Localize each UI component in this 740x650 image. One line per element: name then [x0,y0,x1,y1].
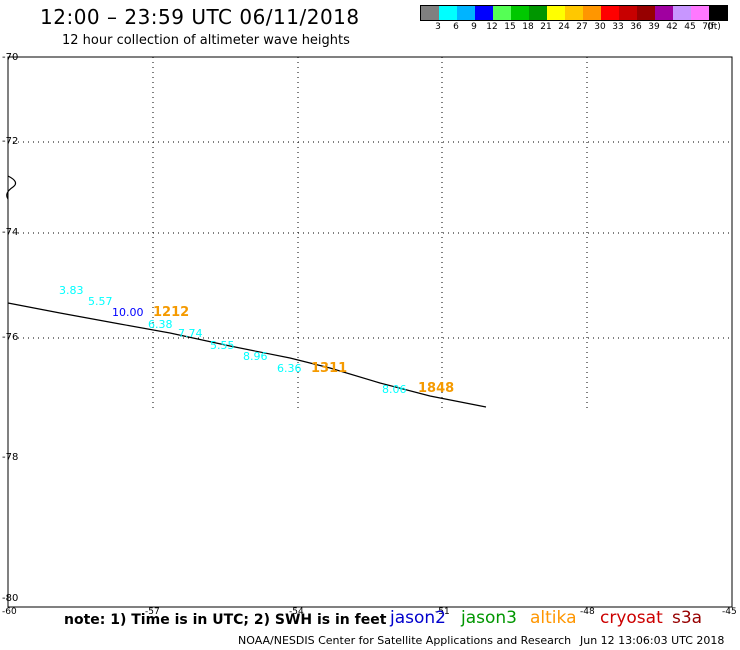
legend-label: 6 [453,22,459,32]
swh-label: 8.96 [243,350,268,363]
lon-label: -60 [2,607,17,617]
lat-label: -74 [2,227,19,238]
coastline [6,175,17,200]
satellite-track [7,302,487,408]
swh-label: 10.00 [112,306,144,319]
swh-label: 8.06 [382,383,407,396]
legend-label: 21 [540,22,552,32]
swh-label: 7.74 [178,327,203,340]
lon-label: -48 [580,607,595,617]
legend-swatch [457,6,475,20]
page-subtitle: 12 hour collection of altimeter wave hei… [62,33,350,48]
lon-label: -54 [289,607,304,617]
lat-label: -72 [2,136,19,147]
satellite-jason3: jason3 [461,608,517,628]
units-note: note: 1) Time is in UTC; 2) SWH is in fe… [64,612,387,628]
legend-label: 45 [684,22,696,32]
swh-label: 5.57 [88,295,113,308]
color-scale-labels: 3 6 9 12 15 18 21 24 27 30 33 36 39 42 45 70 (ft) [420,22,740,34]
lat-label: -76 [2,332,19,343]
satellite-s3a: s3a [672,608,703,628]
time-label: 1311 [311,361,348,376]
color-scale-legend [420,5,728,21]
legend-swatch [673,6,691,20]
legend-swatch [493,6,511,20]
legend-swatch [691,6,709,20]
legend-swatch [601,6,619,20]
legend-label: 36 [630,22,642,32]
credit-line: NOAA/NESDIS Center for Satellite Applica… [238,634,572,647]
legend-label: 70 [702,22,714,32]
legend-label: 42 [666,22,678,32]
legend-label: 18 [522,22,534,32]
satellite-cryosat: cryosat [600,608,663,628]
page-title: 12:00 – 23:59 UTC 06/11/2018 [40,5,360,29]
legend-label: 24 [558,22,570,32]
satellite-altika: altika [530,608,577,628]
swh-label: 6.36 [277,362,302,375]
legend-swatch [529,6,547,20]
lon-label: -51 [435,607,450,617]
legend-label: 30 [594,22,606,32]
legend-swatch [655,6,673,20]
legend-swatch [475,6,493,20]
lon-label: -45 [722,607,737,617]
time-label: 1848 [418,381,455,396]
lat-label: -80 [2,593,19,604]
timestamp: Jun 12 13:06:03 UTC 2018 [580,634,725,647]
map-frame [7,56,733,608]
legend-label: (ft) [707,22,721,32]
legend-label: 15 [504,22,516,32]
legend-swatch [547,6,565,20]
legend-swatch [709,6,727,20]
time-label: 1212 [153,305,190,320]
legend-swatch [637,6,655,20]
lat-label: -70 [2,52,19,63]
legend-swatch [439,6,457,20]
legend-swatch [583,6,601,20]
legend-swatch [565,6,583,20]
legend-swatch [619,6,637,20]
swh-label: 3.83 [59,284,84,297]
legend-label: 33 [612,22,624,32]
lat-label: -78 [2,452,19,463]
legend-label: 3 [435,22,441,32]
swh-label: 5.55 [210,339,235,352]
swh-label: 6.38 [148,318,173,331]
legend-swatch [511,6,529,20]
legend-label: 12 [486,22,498,32]
legend-label: 9 [471,22,477,32]
legend-label: 39 [648,22,660,32]
legend-swatch [421,6,439,20]
legend-label: 27 [576,22,588,32]
graticule [8,57,732,410]
satellite-jason2: jason2 [390,608,446,628]
lon-label: -57 [145,607,160,617]
